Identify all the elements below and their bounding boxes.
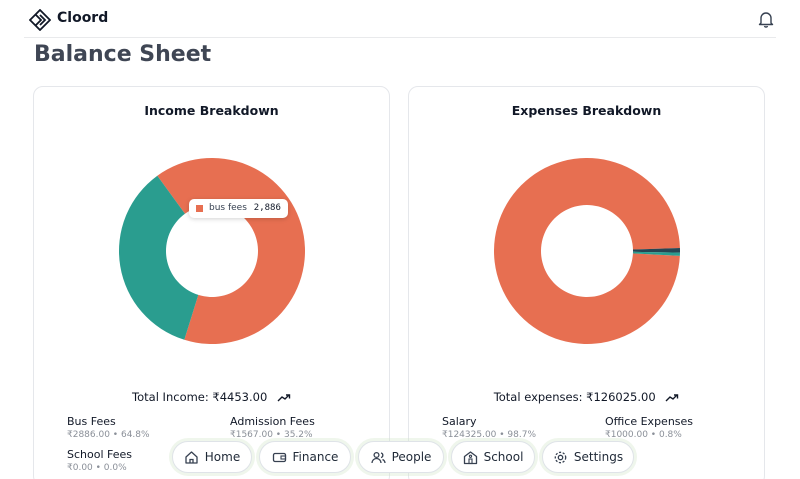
expenses-donut-chart xyxy=(494,158,680,345)
top-bar: Cloord xyxy=(24,0,776,38)
people-icon xyxy=(370,451,386,463)
chart-tooltip: bus fees 2,886 xyxy=(189,199,288,218)
page-title: Balance Sheet xyxy=(34,42,212,67)
nav-home-button[interactable]: Home xyxy=(172,441,252,473)
income-total: Total Income: ₹4453.00 xyxy=(34,390,389,404)
nav-settings-label: Settings xyxy=(573,450,624,464)
nav-school-label: School xyxy=(483,450,524,464)
finance-icon xyxy=(272,452,286,462)
legend-item-admission-fees: Admission Fees ₹1567.00 • 35.2% xyxy=(230,415,315,440)
income-donut-chart xyxy=(119,158,305,344)
nav-finance-label: Finance xyxy=(292,450,339,464)
donut-slice-salary[interactable] xyxy=(494,158,680,345)
tooltip-swatch xyxy=(196,205,203,212)
bell-icon[interactable] xyxy=(758,10,774,28)
tooltip-label: bus fees xyxy=(209,203,247,213)
nav-people-label: People xyxy=(391,450,432,464)
expenses-card: Expenses Breakdown Total expenses: ₹1260… xyxy=(408,86,765,479)
donut-slice-office-expenses[interactable] xyxy=(632,247,680,253)
nav-people-button[interactable]: People xyxy=(358,441,444,473)
expenses-total-label: Total expenses: ₹126025.00 xyxy=(493,390,656,404)
trend-up-icon xyxy=(665,393,679,401)
expenses-chart-title: Expenses Breakdown xyxy=(511,103,662,118)
nav-home-label: Home xyxy=(204,450,241,464)
income-total-label: Total Income: ₹4453.00 xyxy=(132,390,268,404)
nav-settings-button[interactable]: Settings xyxy=(542,441,634,473)
nav-finance-button[interactable]: Finance xyxy=(259,441,351,473)
home-icon xyxy=(185,450,198,464)
donut-slice-admission-fees[interactable] xyxy=(119,175,199,340)
legend-item-office-expenses: Office Expenses ₹1000.00 • 0.8% xyxy=(605,415,694,440)
nav-school-button[interactable]: School xyxy=(451,441,535,473)
donut-slice-other[interactable] xyxy=(632,251,680,256)
legend-item-salary: Salary ₹124325.00 • 98.7% xyxy=(442,415,537,440)
income-chart-title: Income Breakdown xyxy=(144,103,279,118)
school-icon xyxy=(463,450,477,464)
tooltip-value: 2,886 xyxy=(253,203,281,213)
trend-up-icon xyxy=(277,393,291,401)
brand-name: Cloord xyxy=(57,10,109,26)
cloord-logo-icon[interactable] xyxy=(28,8,52,32)
legend-item-bus-fees: Bus Fees ₹2886.00 • 64.8% xyxy=(67,415,150,440)
settings-icon xyxy=(554,451,567,463)
income-card: Income Breakdown Total Income: ₹4453.00 … xyxy=(33,86,390,479)
expenses-total: Total expenses: ₹126025.00 xyxy=(409,390,764,404)
legend-item-school-fees: School Fees ₹0.00 • 0.0% xyxy=(67,448,133,473)
